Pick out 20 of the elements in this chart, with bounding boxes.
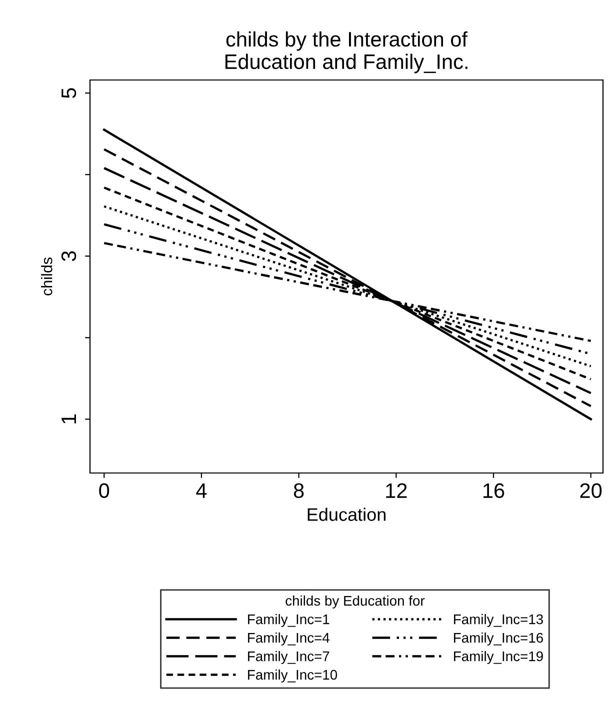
legend-label: Family_Inc=7 — [248, 651, 330, 664]
x-tick-label: 0 — [99, 483, 110, 498]
legend-label: Family_Inc=1 — [248, 614, 330, 627]
legend-label: Family_Inc=19 — [454, 651, 543, 664]
legend-label: Family_Inc=13 — [454, 614, 543, 627]
chart-title: childs by the Interaction of Education and Family_Inc. — [225, 31, 468, 74]
x-tick-label: 16 — [483, 483, 504, 498]
legend-label: Family_Inc=10 — [248, 670, 338, 682]
x-axis-title: Education — [308, 508, 386, 521]
y-axis-title: childs — [41, 258, 52, 296]
x-tick-label: 20 — [580, 483, 602, 498]
y-tick-label: 5 — [62, 88, 76, 98]
y-tick-label: 1 — [62, 414, 76, 424]
y-tick-label: 3 — [61, 251, 76, 262]
x-tick-label: 8 — [294, 483, 304, 498]
x-tick-label: 12 — [386, 483, 407, 498]
legend-title: childs by Education for — [286, 596, 425, 608]
legend-label: Family_Inc=4 — [248, 632, 330, 646]
x-tick-label: 4 — [196, 483, 207, 498]
legend-label: Family_Inc=16 — [454, 632, 543, 646]
